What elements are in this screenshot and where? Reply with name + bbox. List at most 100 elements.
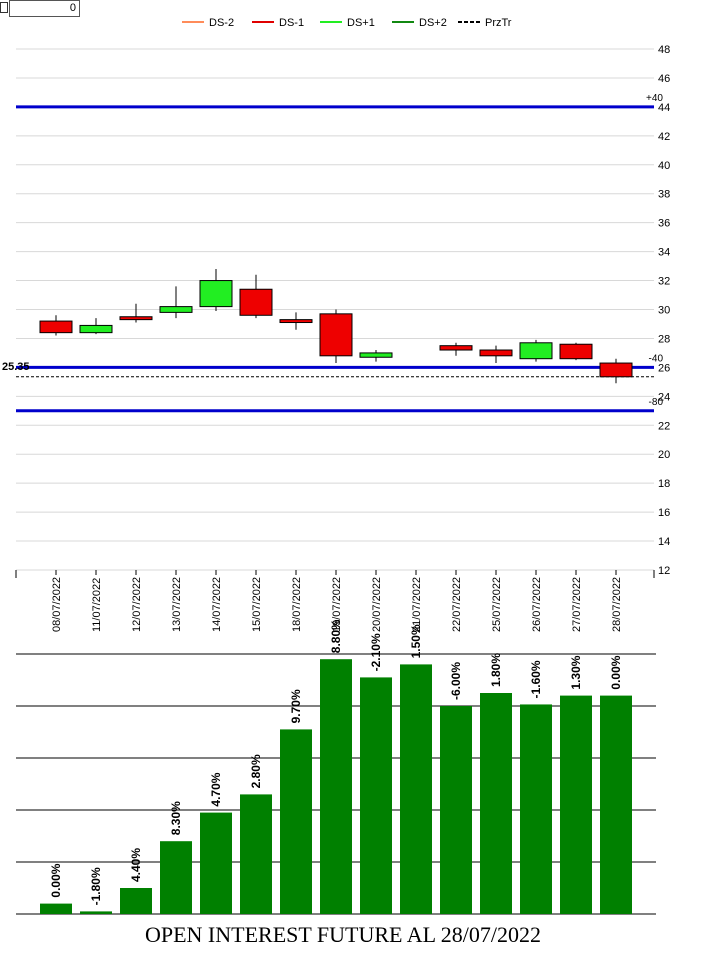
y-tick-label: 44: [658, 102, 670, 114]
x-tick-label: 21/07/2022: [411, 577, 423, 632]
y-tick-label: 30: [658, 305, 670, 317]
oi-bar: [40, 903, 72, 914]
y-tick-label: 12: [658, 565, 670, 577]
candle-body: [79, 324, 113, 334]
top-controls: 0: [0, 0, 84, 20]
oi-bar-label: 2.80%: [249, 754, 263, 788]
oi-bar: [480, 693, 512, 914]
candle: [39, 315, 73, 336]
oi-bar: [80, 911, 112, 914]
oi-bar: [560, 695, 592, 914]
candle-body: [119, 316, 153, 321]
legend-label-ds-1: DS-1: [279, 17, 304, 29]
oi-bar-label: 4.70%: [209, 772, 223, 806]
y-tick-label: 28: [658, 333, 670, 345]
open-interest-chart: 0.00% -1.80% 4.40% 8.30% 4.70% 2.80% 9.70% 8.80…: [16, 620, 656, 915]
oi-bar-label: 8.80%: [329, 620, 343, 653]
oi-bar-label: 8.30%: [169, 801, 183, 835]
x-tick-label: 12/07/2022: [131, 577, 143, 632]
candle-body: [519, 342, 553, 360]
oi-bar: [520, 704, 552, 914]
oi-bar: [320, 659, 352, 914]
y-tick-label: 46: [658, 73, 670, 85]
candle: [599, 358, 633, 384]
legend-label-ds-2: DS-2: [209, 17, 234, 29]
x-tick-label: 14/07/2022: [211, 577, 223, 632]
candlestick-chart: 12 14 16 18 20 22 24 26 28 30 32 34 36 38 40 42 44 46 48 08…: [2, 44, 670, 632]
candle: [79, 318, 113, 335]
candle-body: [599, 362, 633, 378]
oi-bar-label: -6.00%: [449, 662, 463, 700]
x-tick-label: 08/07/2022: [51, 577, 63, 632]
y-tick-label: 42: [658, 131, 670, 143]
oi-bar-label: -1.60%: [529, 660, 543, 698]
oi-bar: [160, 841, 192, 914]
x-tick-label: 15/07/2022: [251, 577, 263, 632]
candle: [479, 345, 513, 364]
oi-bar: [120, 888, 152, 914]
x-tick-label: 11/07/2022: [91, 578, 103, 632]
x-tick-label: 18/07/2022: [291, 577, 303, 632]
oi-bar: [360, 677, 392, 914]
x-tick-label: 26/07/2022: [531, 577, 543, 632]
candle: [279, 312, 313, 330]
oi-bar-label: 0.00%: [609, 655, 623, 689]
open-interest-title: OPEN INTEREST FUTURE AL 28/07/2022: [144, 922, 541, 947]
level-label: -80: [649, 397, 664, 408]
toggle-checkbox[interactable]: [0, 2, 8, 13]
oi-bar-label: 4.40%: [129, 848, 143, 882]
candle-body: [359, 352, 393, 358]
counter-field[interactable]: 0: [9, 0, 80, 17]
candle-body: [559, 343, 593, 360]
x-tick-label: 25/07/2022: [491, 577, 503, 632]
oi-bar: [600, 695, 632, 914]
oi-bar-label: -2.10%: [369, 633, 383, 671]
candle: [439, 342, 473, 356]
x-tick-label: 13/07/2022: [171, 577, 183, 632]
oi-bar-label: 1.30%: [569, 655, 583, 689]
candle-body: [439, 345, 473, 351]
x-tick-label: 27/07/2022: [571, 577, 583, 632]
level-label: -40: [649, 353, 664, 364]
y-tick-label: 36: [658, 218, 670, 230]
candle-body: [319, 313, 353, 357]
legend-label-ds+2: DS+2: [419, 17, 447, 29]
legend-label-ds+1: DS+1: [347, 17, 375, 29]
oi-bar-label: 0.00%: [49, 863, 63, 897]
x-tick-label: 19/07/2022: [331, 577, 343, 632]
candle: [199, 268, 233, 311]
y-tick-label: 18: [658, 478, 670, 490]
candle-body: [199, 280, 233, 308]
level-label: +40: [646, 93, 663, 104]
y-tick-label: 26: [658, 362, 670, 374]
x-tick-label: 22/07/2022: [451, 577, 463, 632]
oi-bar-label: 1.50%: [409, 624, 423, 658]
candle: [159, 286, 193, 319]
candle-body: [39, 320, 73, 334]
oi-bar-label: -1.80%: [89, 867, 103, 905]
chart-legend: DS-2 DS-1 DS+1 DS+2 PrzTr: [182, 17, 512, 29]
oi-bar-label: 1.80%: [489, 653, 503, 687]
x-tick-label: 28/07/2022: [611, 577, 623, 632]
candle-body: [479, 349, 513, 357]
y-tick-label: 38: [658, 189, 670, 201]
y-tick-label: 48: [658, 44, 670, 56]
y-tick-label: 24: [658, 391, 670, 403]
candle-body: [159, 306, 193, 313]
oi-bar: [280, 729, 312, 914]
y-tick-label: 40: [658, 160, 670, 172]
candle-body: [239, 288, 273, 316]
oi-bar-label: 9.70%: [289, 689, 303, 723]
oi-bar: [240, 794, 272, 914]
candle: [559, 342, 593, 361]
y-tick-label: 20: [658, 449, 670, 461]
oi-bar: [440, 706, 472, 914]
candle-body: [279, 319, 313, 324]
oi-bar: [400, 664, 432, 914]
y-tick-label: 14: [658, 536, 670, 548]
candle: [359, 350, 393, 362]
y-tick-label: 34: [658, 247, 670, 259]
x-tick-label: 20/07/2022: [371, 577, 383, 632]
candle: [319, 309, 353, 364]
candle: [519, 339, 553, 362]
